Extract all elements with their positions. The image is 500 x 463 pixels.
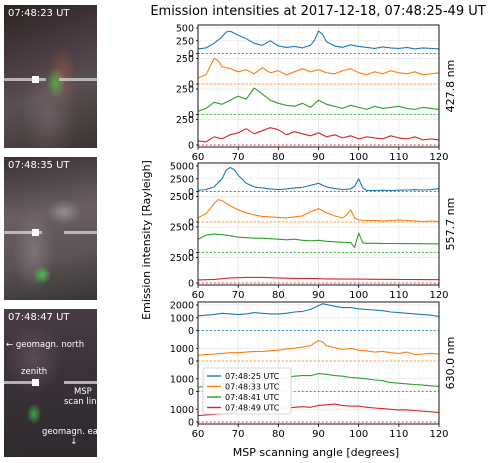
wavelength-label: 630.0 nm [444, 337, 457, 390]
zenith-marker [32, 379, 39, 386]
y-tick-label: 0 [188, 357, 194, 368]
x-tick-label: 100 [349, 290, 368, 301]
y-tick-label: 0 [188, 141, 194, 152]
series-line [197, 166, 440, 192]
y-tick-label: 2000 [170, 301, 194, 312]
y-tick-label: 2500 [170, 253, 194, 264]
scan-line [4, 78, 46, 81]
y-tick-label: 0 [188, 218, 194, 229]
legend-entry: 07:48:25 UTC [225, 372, 280, 381]
aurora-image [4, 157, 97, 300]
scan-line [64, 381, 97, 384]
zenith-marker [32, 76, 39, 83]
series-line [197, 199, 440, 223]
y-tick-label: 500 [176, 24, 194, 35]
camera-timestamp: 07:48:35 UT [8, 160, 70, 171]
legend-entry: 07:48:33 UTC [225, 383, 280, 392]
x-tick-label: 60 [192, 290, 205, 301]
allsky-camera-image-2: 07:48:35 UT [4, 157, 97, 300]
x-tick-label: 90 [312, 429, 325, 440]
y-tick-label: 250 [176, 115, 194, 126]
series-line [197, 232, 440, 248]
series-line [197, 30, 440, 50]
y-tick-label: 2500 [170, 192, 194, 203]
y-tick-label: 0 [188, 248, 194, 259]
x-tick-label: 70 [232, 290, 245, 301]
y-tick-label: 0 [188, 110, 194, 121]
x-tick-label: 60 [192, 152, 205, 163]
x-tick-label: 100 [349, 429, 368, 440]
y-tick-label: 0 [188, 418, 194, 429]
y-tick-label: 0 [188, 326, 194, 337]
camera-timestamp: 07:48:47 UT [8, 312, 70, 323]
x-tick-label: 90 [312, 152, 325, 163]
y-axis-label: Emission intensity [Rayleigh] [140, 160, 153, 320]
x-tick-label: 80 [272, 152, 285, 163]
series-line [197, 276, 440, 281]
zenith-marker [32, 229, 39, 236]
x-tick-label: 70 [232, 152, 245, 163]
x-tick-label: 100 [349, 152, 368, 163]
x-tick-label: 120 [429, 290, 448, 301]
scan-line [64, 231, 97, 234]
y-tick-label: 2500 [170, 174, 194, 185]
y-tick-label: 0 [188, 187, 194, 198]
y-tick-label: 250 [176, 54, 194, 65]
series-line [197, 87, 440, 112]
wavelength-label: 557.7 nm [444, 198, 457, 251]
y-tick-label: 1000 [170, 405, 194, 416]
series-line [197, 340, 440, 356]
x-tick-label: 80 [272, 290, 285, 301]
series-line [197, 303, 440, 318]
allsky-camera-image-1: 07:48:23 UT [4, 5, 97, 148]
scan-line [4, 381, 34, 384]
y-tick-label: 1000 [170, 344, 194, 355]
series-line [197, 127, 440, 143]
x-tick-label: 120 [429, 152, 448, 163]
geomagnetic-east-label: geomagn. east ↓ [42, 427, 97, 447]
y-tick-label: 250 [176, 85, 194, 96]
x-tick-label: 110 [389, 290, 408, 301]
x-tick-label: 120 [429, 429, 448, 440]
x-tick-label: 70 [232, 429, 245, 440]
zenith-label: zenith [21, 367, 48, 377]
y-tick-label: 0 [188, 387, 194, 398]
x-tick-label: 60 [192, 429, 205, 440]
y-tick-label: 250 [176, 36, 194, 47]
x-tick-label: 110 [389, 429, 408, 440]
y-tick-label: 0 [188, 49, 194, 60]
y-tick-label: 2500 [170, 223, 194, 234]
legend-box [202, 367, 292, 415]
scan-line [59, 78, 97, 81]
y-tick-label: 5000 [170, 162, 194, 173]
camera-timestamp: 07:48:23 UT [8, 8, 70, 19]
wavelength-label: 427.8 nm [444, 60, 457, 113]
x-tick-label: 90 [312, 290, 325, 301]
x-tick-label: 80 [272, 429, 285, 440]
allsky-camera-image-3: 07:48:47 UT ← geomagn. north zenith MSP … [4, 309, 97, 457]
y-tick-label: 1000 [170, 313, 194, 324]
y-tick-label: 0 [188, 279, 194, 290]
scan-line-label: MSP scan line [64, 387, 97, 407]
y-tick-label: 1000 [170, 374, 194, 385]
series-line [197, 57, 440, 79]
legend-entry: 07:48:49 UTC [225, 404, 280, 413]
x-axis-label: MSP scanning angle [degrees] [233, 446, 399, 459]
chart-title: Emission intensities at 2017-12-18, 07:4… [150, 4, 485, 19]
x-tick-label: 110 [389, 152, 408, 163]
aurora-image [4, 5, 97, 148]
scan-line [4, 231, 42, 234]
legend-entry: 07:48:41 UTC [225, 393, 280, 402]
y-tick-label: 0 [188, 80, 194, 91]
geomagnetic-north-label: ← geomagn. north [6, 340, 85, 350]
